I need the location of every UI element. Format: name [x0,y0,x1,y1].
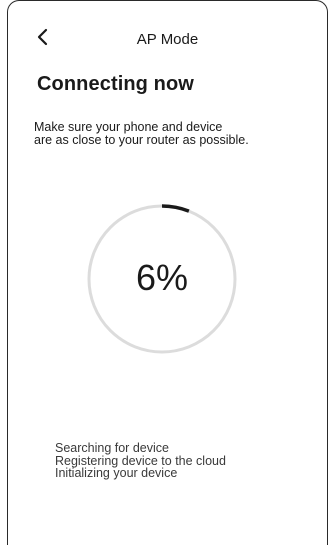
progress-ring: 6% [82,199,242,359]
instruction-line: are as close to your router as possible. [34,133,249,147]
status-step: Registering device to the cloud [55,453,226,468]
page-title: AP Mode [136,31,199,48]
status-step: Initializing your device [55,466,178,481]
chevron-left-icon [37,28,48,46]
progress-ring-fill [87,204,237,354]
connecting-heading: Connecting now [37,73,194,95]
instruction-text: Make sure your phone and device are as c… [34,121,319,147]
status-step: Searching for device [55,441,169,455]
status-steps: Searching for device Registering device … [55,442,226,480]
phone-screen: AP Mode Connecting now Make sure your ph… [7,0,328,545]
progress-ring-graphic [87,204,237,354]
progress-percent: 6% [135,257,189,298]
instruction-line: Make sure your phone and device [34,120,223,134]
back-button[interactable] [34,25,52,49]
nav-bar: AP Mode [8,23,327,53]
